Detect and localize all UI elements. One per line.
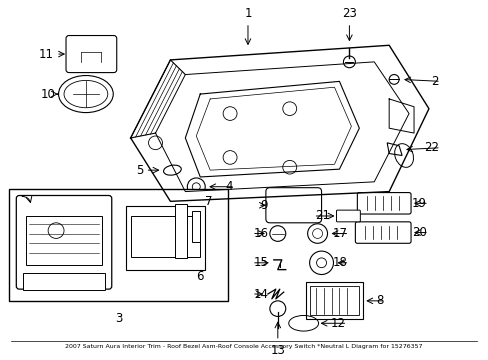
- FancyBboxPatch shape: [265, 188, 321, 223]
- Bar: [26, 216, 102, 265]
- Text: 4: 4: [225, 180, 233, 193]
- Text: 5: 5: [136, 164, 143, 177]
- Text: 18: 18: [332, 256, 346, 269]
- Bar: [175, 204, 187, 258]
- Text: 7: 7: [205, 195, 212, 208]
- Text: 22: 22: [423, 141, 438, 154]
- Text: 17: 17: [332, 227, 346, 240]
- Text: 16: 16: [253, 227, 268, 240]
- Text: 19: 19: [411, 197, 426, 210]
- Text: 15: 15: [253, 256, 268, 269]
- Bar: [130, 216, 200, 257]
- FancyBboxPatch shape: [16, 195, 112, 289]
- Text: 11: 11: [39, 48, 54, 60]
- Text: 13: 13: [270, 344, 285, 357]
- Bar: [9, 189, 227, 301]
- Text: 2007 Saturn Aura Interior Trim - Roof Bezel Asm-Roof Console Accessory Switch *N: 2007 Saturn Aura Interior Trim - Roof Be…: [65, 344, 422, 348]
- Text: 2: 2: [430, 75, 438, 88]
- Text: 14: 14: [253, 288, 268, 301]
- Text: 12: 12: [330, 317, 345, 330]
- Bar: [192, 211, 200, 242]
- Bar: [23, 273, 104, 290]
- Text: 8: 8: [375, 294, 383, 307]
- Text: 20: 20: [411, 226, 426, 239]
- FancyBboxPatch shape: [66, 36, 117, 73]
- Bar: [125, 206, 205, 270]
- FancyBboxPatch shape: [355, 222, 410, 243]
- Text: 9: 9: [260, 199, 267, 212]
- Text: 1: 1: [244, 7, 251, 20]
- Text: 6: 6: [196, 270, 203, 283]
- Bar: [309, 286, 359, 315]
- Text: 3: 3: [115, 311, 122, 325]
- Text: 21: 21: [315, 210, 330, 222]
- FancyBboxPatch shape: [357, 193, 410, 214]
- Text: 10: 10: [40, 87, 55, 100]
- Text: 23: 23: [341, 7, 356, 20]
- Bar: [305, 282, 363, 319]
- FancyBboxPatch shape: [336, 210, 360, 222]
